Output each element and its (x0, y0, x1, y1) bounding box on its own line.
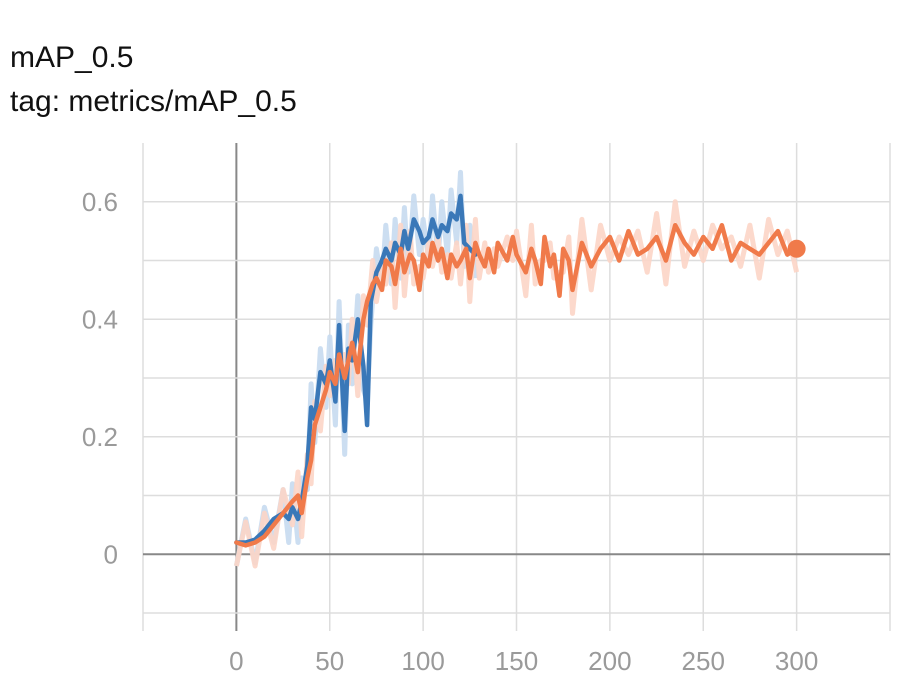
x-tick-label: 200 (588, 646, 631, 676)
series-line (234, 222, 799, 548)
x-tick-label: 0 (229, 646, 243, 676)
chart-title: mAP_0.5 (10, 41, 134, 74)
chart-tag: tag: metrics/mAP_0.5 (10, 85, 297, 118)
series-end-marker (787, 239, 806, 258)
grid-lines (142, 143, 891, 631)
x-tick-label: 250 (682, 646, 725, 676)
y-tick-label: 0.2 (82, 422, 118, 452)
x-tick-label: 100 (401, 646, 444, 676)
y-tick-label: 0 (104, 539, 118, 569)
y-axis-ticks: 0 0.2 0.4 0.6 (82, 187, 118, 570)
x-tick-label: 300 (775, 646, 818, 676)
series-group (233, 169, 806, 569)
y-tick-label: 0.6 (82, 187, 118, 217)
x-axis-ticks: 0 50 100 150 200 250 300 (229, 646, 818, 676)
series-line (234, 193, 478, 545)
y-tick-label: 0.4 (82, 304, 118, 334)
x-tick-label: 50 (315, 646, 344, 676)
x-tick-label: 150 (495, 646, 538, 676)
